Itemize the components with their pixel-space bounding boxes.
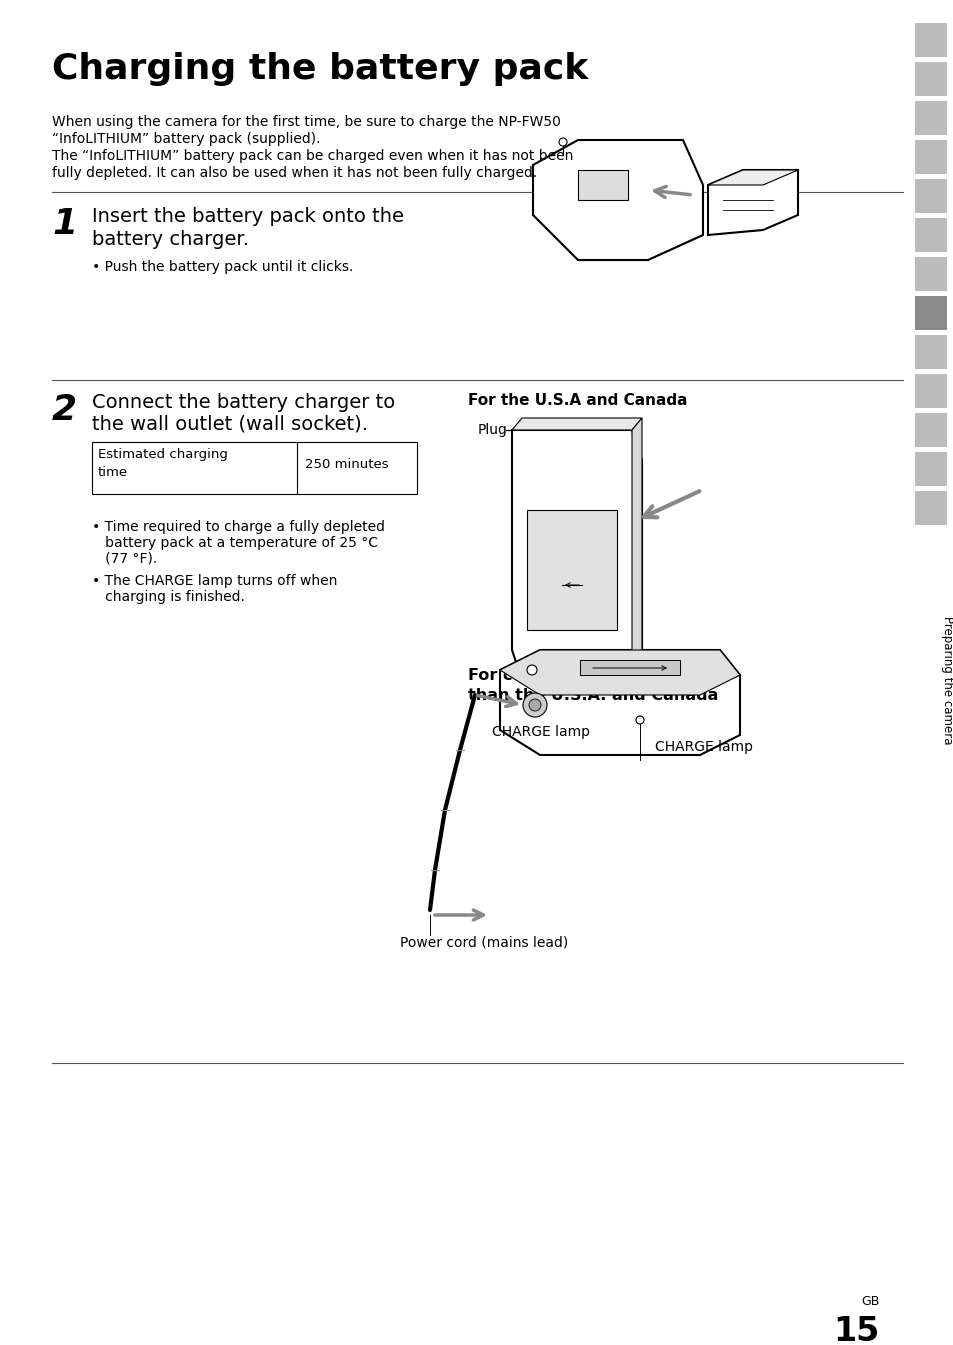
Circle shape bbox=[636, 716, 643, 724]
Text: The “InfoLITHIUM” battery pack can be charged even when it has not been: The “InfoLITHIUM” battery pack can be ch… bbox=[52, 149, 573, 163]
Text: CHARGE lamp: CHARGE lamp bbox=[492, 725, 589, 738]
Bar bbox=[914, 335, 946, 369]
Text: Power cord (mains lead): Power cord (mains lead) bbox=[399, 935, 568, 950]
Text: battery charger.: battery charger. bbox=[91, 230, 249, 249]
Text: 1: 1 bbox=[52, 207, 77, 241]
Text: • Push the battery pack until it clicks.: • Push the battery pack until it clicks. bbox=[91, 260, 353, 274]
Text: charging is finished.: charging is finished. bbox=[91, 590, 245, 604]
Bar bbox=[914, 296, 946, 330]
Polygon shape bbox=[579, 660, 679, 675]
Bar bbox=[914, 62, 946, 95]
Text: For countries/regions other: For countries/regions other bbox=[468, 668, 716, 683]
Bar bbox=[914, 413, 946, 447]
Text: 15: 15 bbox=[833, 1315, 879, 1345]
Bar bbox=[914, 140, 946, 174]
Polygon shape bbox=[578, 169, 627, 200]
Text: Connect the battery charger to: Connect the battery charger to bbox=[91, 393, 395, 412]
Polygon shape bbox=[499, 650, 740, 755]
Text: (77 °F).: (77 °F). bbox=[91, 551, 157, 566]
Circle shape bbox=[526, 664, 537, 675]
Polygon shape bbox=[499, 650, 740, 695]
Text: Estimated charging
time: Estimated charging time bbox=[98, 448, 228, 479]
Text: the wall outlet (wall socket).: the wall outlet (wall socket). bbox=[91, 416, 368, 434]
Text: Insert the battery pack onto the: Insert the battery pack onto the bbox=[91, 207, 403, 226]
Text: 250 minutes: 250 minutes bbox=[305, 457, 388, 471]
Text: For the U.S.A and Canada: For the U.S.A and Canada bbox=[468, 393, 687, 408]
Text: Charging the battery pack: Charging the battery pack bbox=[52, 52, 588, 86]
Bar bbox=[91, 443, 416, 494]
Text: Plug: Plug bbox=[477, 422, 507, 437]
Text: CHARGE lamp: CHARGE lamp bbox=[655, 740, 752, 755]
Bar bbox=[914, 491, 946, 525]
Text: GB: GB bbox=[861, 1295, 879, 1307]
Polygon shape bbox=[631, 418, 641, 681]
Polygon shape bbox=[512, 418, 641, 430]
Bar bbox=[526, 510, 617, 629]
Bar bbox=[914, 101, 946, 134]
Bar bbox=[914, 179, 946, 213]
Bar bbox=[914, 257, 946, 291]
Text: • Time required to charge a fully depleted: • Time required to charge a fully deplet… bbox=[91, 521, 385, 534]
Text: Preparing the camera: Preparing the camera bbox=[941, 616, 953, 744]
Text: fully depleted. It can also be used when it has not been fully charged.: fully depleted. It can also be used when… bbox=[52, 165, 537, 180]
Polygon shape bbox=[707, 169, 797, 186]
Circle shape bbox=[522, 693, 546, 717]
Bar bbox=[914, 23, 946, 56]
Text: “InfoLITHIUM” battery pack (supplied).: “InfoLITHIUM” battery pack (supplied). bbox=[52, 132, 320, 147]
Text: than the U.S.A. and Canada: than the U.S.A. and Canada bbox=[468, 689, 718, 703]
Polygon shape bbox=[512, 430, 641, 710]
Polygon shape bbox=[707, 169, 797, 235]
Circle shape bbox=[529, 699, 540, 712]
Text: When using the camera for the first time, be sure to charge the NP-FW50: When using the camera for the first time… bbox=[52, 116, 560, 129]
Polygon shape bbox=[533, 140, 702, 260]
Text: battery pack at a temperature of 25 °C: battery pack at a temperature of 25 °C bbox=[91, 537, 377, 550]
Text: • The CHARGE lamp turns off when: • The CHARGE lamp turns off when bbox=[91, 574, 337, 588]
Circle shape bbox=[558, 139, 566, 147]
Bar bbox=[914, 374, 946, 408]
Text: 2: 2 bbox=[52, 393, 77, 426]
Bar bbox=[914, 452, 946, 486]
Bar bbox=[914, 218, 946, 252]
